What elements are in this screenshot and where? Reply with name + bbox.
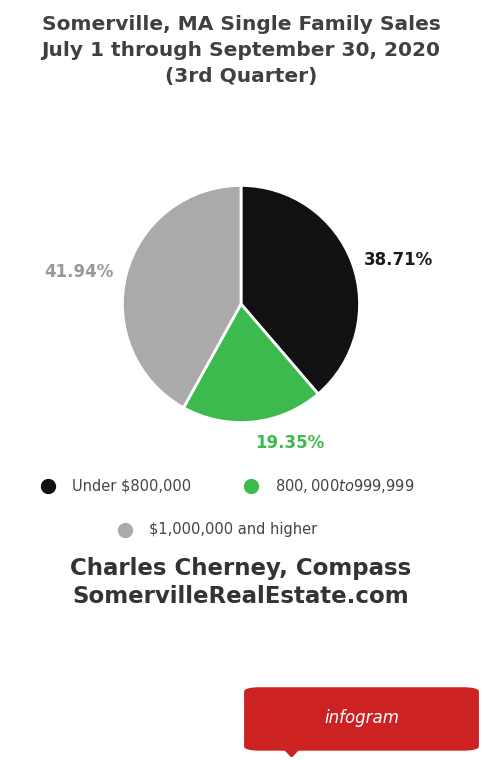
FancyBboxPatch shape [244,687,479,751]
Wedge shape [122,185,241,407]
Text: 41.94%: 41.94% [45,263,114,281]
Wedge shape [241,185,360,394]
Polygon shape [276,740,307,757]
Text: $1,000,000 and higher: $1,000,000 and higher [149,522,318,537]
Text: Somerville, MA Single Family Sales
July 1 through September 30, 2020
(3rd Quarte: Somerville, MA Single Family Sales July … [41,15,441,86]
Text: 19.35%: 19.35% [255,435,325,452]
Text: $800,000 to $999,999: $800,000 to $999,999 [275,477,414,496]
Text: 38.71%: 38.71% [364,251,433,268]
Wedge shape [184,304,318,423]
Text: infogram: infogram [324,709,399,727]
Text: Charles Cherney, Compass
SomervilleRealEstate.com: Charles Cherney, Compass SomervilleRealE… [70,557,412,609]
Text: Under $800,000: Under $800,000 [72,479,191,494]
